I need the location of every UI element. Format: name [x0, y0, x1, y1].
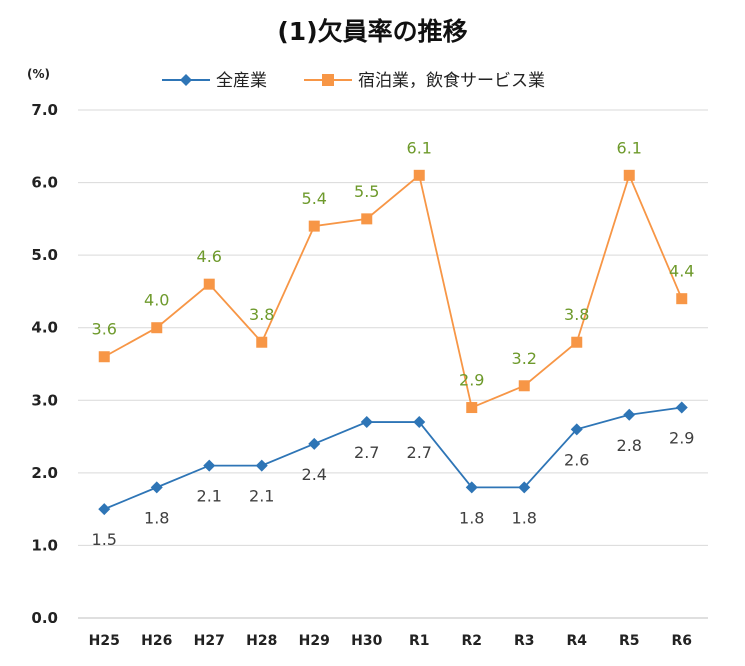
y-tick-label: 4.0 — [31, 319, 58, 337]
data-label-all-industries: 2.1 — [197, 487, 222, 506]
data-point-all-industries — [570, 423, 583, 436]
y-tick-label: 7.0 — [31, 101, 58, 119]
data-point-all-industries — [98, 503, 111, 516]
x-tick-label: R5 — [619, 633, 640, 649]
x-tick-label: R6 — [671, 633, 692, 649]
data-label-all-industries: 2.6 — [564, 450, 589, 469]
data-label-hospitality: 4.4 — [669, 262, 694, 281]
legend-marker-all-industries — [180, 74, 192, 86]
legend-label-all-industries: 全産業 — [216, 71, 267, 91]
data-label-all-industries: 1.5 — [92, 530, 117, 549]
data-label-hospitality: 3.6 — [92, 320, 117, 339]
data-label-all-industries: 1.8 — [144, 508, 169, 527]
data-point-hospitality — [361, 213, 373, 225]
data-point-all-industries — [518, 481, 531, 494]
y-tick-label: 6.0 — [31, 174, 58, 192]
data-label-hospitality: 5.4 — [302, 189, 327, 208]
data-point-hospitality — [308, 220, 320, 232]
data-label-all-industries: 1.8 — [512, 508, 537, 527]
data-point-all-industries — [203, 459, 216, 472]
y-axis-unit-label: (%) — [27, 67, 50, 81]
data-point-hospitality — [203, 278, 215, 290]
y-tick-label: 5.0 — [31, 246, 58, 264]
data-point-hospitality — [623, 169, 635, 181]
x-tick-label: H29 — [299, 633, 330, 649]
data-label-all-industries: 1.8 — [459, 508, 484, 527]
legend-marker-hospitality — [322, 74, 334, 86]
data-label-hospitality: 6.1 — [407, 138, 432, 157]
x-tick-label: H27 — [194, 633, 225, 649]
data-label-all-industries: 2.4 — [302, 465, 327, 484]
series — [98, 169, 688, 516]
chart-title: (1)欠員率の推移 — [277, 17, 468, 46]
data-label-all-industries: 2.8 — [617, 436, 642, 455]
data-point-hospitality — [98, 351, 110, 363]
data-point-all-industries — [623, 408, 636, 421]
data-label-all-industries: 2.7 — [354, 443, 379, 462]
data-labels: 1.5 1.8 2.1 2.1 2.4 2.7 2.7 1.8 1.8 2.6 2.8 2.9 3.6 4… — [92, 138, 695, 549]
x-tick-label: H28 — [246, 633, 277, 649]
y-tick-label: 0.0 — [31, 609, 58, 627]
y-tick-label: 3.0 — [31, 391, 58, 409]
data-point-all-industries — [465, 481, 478, 494]
x-tick-label: H26 — [141, 633, 172, 649]
x-tick-label: H30 — [351, 633, 382, 649]
data-point-all-industries — [150, 481, 163, 494]
data-label-all-industries: 2.1 — [249, 487, 274, 506]
data-point-hospitality — [413, 169, 425, 181]
x-tick-label: R2 — [461, 633, 482, 649]
axes: 0.0 1.0 2.0 3.0 4.0 5.0 6.0 7.0 H25 H26 H27 H28 H29 H… — [31, 101, 708, 649]
data-point-hospitality — [571, 336, 583, 348]
data-point-hospitality — [466, 402, 478, 414]
legend-item-all-industries: 全産業 — [162, 71, 267, 91]
data-label-hospitality: 3.8 — [249, 305, 274, 324]
data-label-hospitality: 4.6 — [197, 247, 222, 266]
data-point-hospitality — [256, 336, 268, 348]
data-label-hospitality: 4.0 — [144, 291, 169, 310]
data-label-hospitality: 3.2 — [512, 349, 537, 368]
data-point-all-industries — [413, 416, 426, 429]
legend-label-hospitality: 宿泊業，飲食サービス業 — [358, 71, 545, 91]
x-tick-label: R4 — [566, 633, 587, 649]
data-point-hospitality — [151, 322, 163, 334]
data-point-hospitality — [676, 293, 688, 305]
gridlines — [78, 109, 708, 546]
data-point-all-industries — [308, 437, 321, 450]
x-tick-label: H25 — [89, 633, 120, 649]
data-point-all-industries — [675, 401, 688, 414]
series-line-hospitality — [103, 172, 683, 409]
data-label-hospitality: 3.8 — [564, 305, 589, 324]
x-tick-label: R3 — [514, 633, 535, 649]
y-tick-label: 1.0 — [31, 536, 58, 554]
y-tick-label: 2.0 — [31, 464, 58, 482]
series-line-all-industries — [103, 406, 682, 510]
data-point-all-industries — [360, 416, 373, 429]
data-point-all-industries — [255, 459, 268, 472]
data-label-all-industries: 2.7 — [407, 443, 432, 462]
data-label-hospitality: 2.9 — [459, 371, 484, 390]
legend: 全産業 宿泊業，飲食サービス業 — [162, 71, 545, 91]
legend-item-hospitality: 宿泊業，飲食サービス業 — [304, 71, 545, 91]
data-label-hospitality: 5.5 — [354, 182, 379, 201]
x-tick-label: R1 — [409, 633, 430, 649]
data-point-hospitality — [518, 380, 530, 392]
data-label-all-industries: 2.9 — [669, 429, 694, 448]
data-label-hospitality: 6.1 — [617, 138, 642, 157]
